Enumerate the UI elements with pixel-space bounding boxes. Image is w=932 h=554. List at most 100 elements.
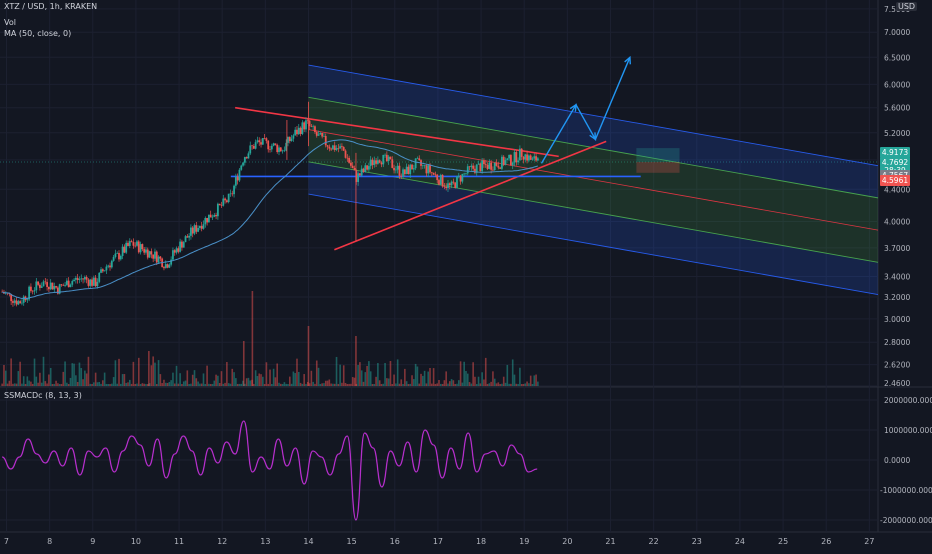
volume-bar — [484, 357, 487, 386]
volume-bar — [466, 373, 469, 386]
volume-bar — [256, 376, 259, 386]
candle-body — [148, 251, 151, 258]
candle-body — [51, 282, 54, 290]
candle-body — [12, 301, 14, 303]
candle-body — [369, 159, 372, 167]
candle-body — [412, 168, 415, 170]
position-target-zone — [636, 148, 680, 162]
volume-bar — [51, 383, 54, 386]
candle-body — [179, 241, 182, 252]
candle-body — [333, 145, 336, 150]
candle-body — [28, 286, 31, 300]
volume-bar — [139, 383, 142, 386]
candle-body — [452, 181, 455, 183]
candle-body — [222, 198, 225, 206]
price-tick-label: 2.4600 — [884, 379, 910, 388]
candle-body — [258, 140, 261, 143]
time-tick-label: 25 — [778, 537, 788, 546]
volume-bar — [448, 381, 451, 386]
volume-bar — [305, 383, 307, 386]
candle-body — [466, 166, 469, 174]
volume-bar — [121, 374, 124, 386]
candle-body — [173, 250, 176, 253]
candle-body — [470, 165, 473, 168]
volume-bar — [71, 363, 74, 386]
volume-bar — [434, 383, 437, 386]
candle-body — [459, 175, 462, 182]
channel-line — [308, 96, 879, 199]
candle-body — [58, 284, 61, 294]
candle-body — [154, 251, 156, 259]
volume-bar — [49, 367, 52, 386]
candle-body — [67, 280, 70, 288]
volume-bar — [148, 351, 150, 386]
currency-badge[interactable]: USD — [896, 2, 918, 11]
volume-bar — [492, 371, 494, 386]
volume-legend[interactable]: Vol — [4, 18, 16, 27]
candle-body — [170, 259, 173, 265]
candle-body — [152, 254, 155, 259]
candle-body — [107, 265, 110, 267]
time-tick-label: 14 — [303, 537, 313, 546]
candle-body — [267, 140, 270, 150]
symbol-title[interactable]: XTZ / USD, 1h, KRAKEN — [4, 2, 98, 11]
candle-body — [270, 145, 273, 150]
volume-bar — [280, 383, 282, 386]
candle-body — [114, 253, 117, 257]
volume-bar — [31, 383, 34, 386]
candle-body — [445, 186, 448, 189]
candle-body — [94, 277, 97, 287]
candle-body — [511, 162, 514, 166]
macd-tick-label: 2000000.0000 — [884, 396, 932, 405]
candle-body — [191, 227, 194, 234]
volume-bar — [40, 382, 43, 386]
volume-bar — [422, 375, 424, 386]
candle-body — [535, 156, 537, 161]
candle-body — [188, 235, 191, 238]
candle-body — [502, 156, 505, 165]
volume-bar — [495, 383, 498, 386]
volume-bar — [48, 374, 50, 386]
volume-bar — [66, 382, 68, 386]
volume-bar — [400, 379, 403, 386]
volume-bar — [319, 383, 322, 386]
candle-body — [231, 193, 234, 195]
candle-body — [301, 122, 304, 134]
candle-body — [127, 242, 129, 246]
candle-body — [414, 158, 417, 169]
volume-bar — [127, 382, 129, 386]
volume-bar — [427, 371, 430, 386]
candle-body — [342, 147, 345, 151]
volume-bar — [474, 376, 476, 386]
candle-body — [432, 172, 435, 175]
candle-body — [448, 183, 451, 186]
candle-body — [213, 214, 216, 217]
volume-bar — [157, 360, 160, 386]
volume-bar — [398, 383, 401, 386]
volume-bar — [269, 369, 271, 386]
volume-bar — [308, 383, 311, 386]
macd-legend[interactable]: SSMACDc (8, 13, 3) — [4, 391, 82, 400]
candle-body — [190, 227, 192, 236]
candle-body — [132, 242, 135, 246]
volume-bar — [364, 372, 367, 386]
volume-bar — [67, 383, 70, 386]
candle-body — [209, 214, 212, 218]
volume-bar — [253, 383, 255, 386]
volume-bar — [181, 383, 183, 386]
ma-legend[interactable]: MA (50, close, 0) — [4, 29, 72, 38]
candle-body — [279, 147, 282, 152]
channel-band — [308, 97, 879, 231]
candle-body — [146, 249, 149, 258]
volume-bar — [206, 365, 208, 386]
candle-body — [220, 204, 223, 206]
channel-line — [308, 161, 879, 263]
volume-bar — [529, 375, 532, 386]
volume-bar — [443, 380, 446, 386]
candle-body — [294, 129, 297, 136]
volume-bar — [423, 370, 426, 386]
channel-line — [308, 129, 879, 231]
candle-body — [224, 198, 226, 201]
candle-body — [380, 162, 383, 165]
